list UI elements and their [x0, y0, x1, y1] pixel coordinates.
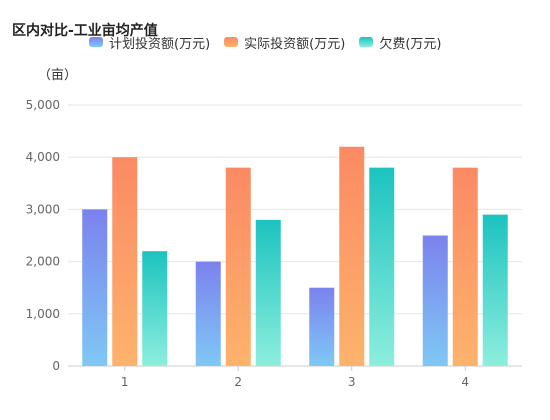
legend-label-planned: 计划投资额(万元) [109, 36, 211, 52]
legend-swatch-arrears [359, 37, 374, 47]
bar-actual [452, 167, 478, 366]
bar-actual [225, 167, 251, 366]
x-tick-label: 1 [121, 375, 129, 389]
chart-title: 区内对比-工业亩均产值 [12, 23, 158, 39]
legend-swatch-actual [224, 37, 239, 47]
legend-item-arrears[interactable]: 欠费(万元) [359, 33, 441, 52]
y-tick-label: 4,000 [26, 150, 60, 164]
legend-swatch-planned [89, 37, 103, 47]
legend-label-actual: 实际投资额(万元) [244, 36, 346, 52]
legend-item-planned[interactable]: 计划投资额(万元) [89, 33, 210, 52]
y-tick-label: 3,000 [26, 202, 60, 216]
bar-arrears [482, 214, 508, 366]
bar-actual [339, 146, 365, 366]
y-tick-label: 0 [52, 359, 60, 373]
y-tick-label: 2,000 [26, 255, 60, 269]
x-tick-label: 3 [348, 375, 356, 389]
bar-planned [309, 287, 335, 366]
x-tick-label: 2 [234, 375, 242, 389]
legend-item-actual[interactable]: 实际投资额(万元) [224, 33, 345, 52]
bar-arrears [255, 219, 281, 366]
bar-planned [82, 209, 108, 366]
x-tick-label: 4 [461, 375, 469, 389]
y-tick-label: 5,000 [26, 98, 60, 112]
bar-actual [112, 157, 138, 366]
y-tick-label: 1,000 [26, 307, 60, 321]
legend-label-arrears: 欠费(万元) [379, 36, 442, 52]
bar-arrears [142, 251, 168, 366]
bar-planned [195, 261, 221, 366]
y-axis-unit-label: （亩） [38, 68, 78, 83]
bar-planned [422, 235, 448, 366]
bar-arrears [369, 167, 395, 366]
legend: 计划投资额(万元) 实际投资额(万元) 欠费(万元) [89, 32, 455, 52]
